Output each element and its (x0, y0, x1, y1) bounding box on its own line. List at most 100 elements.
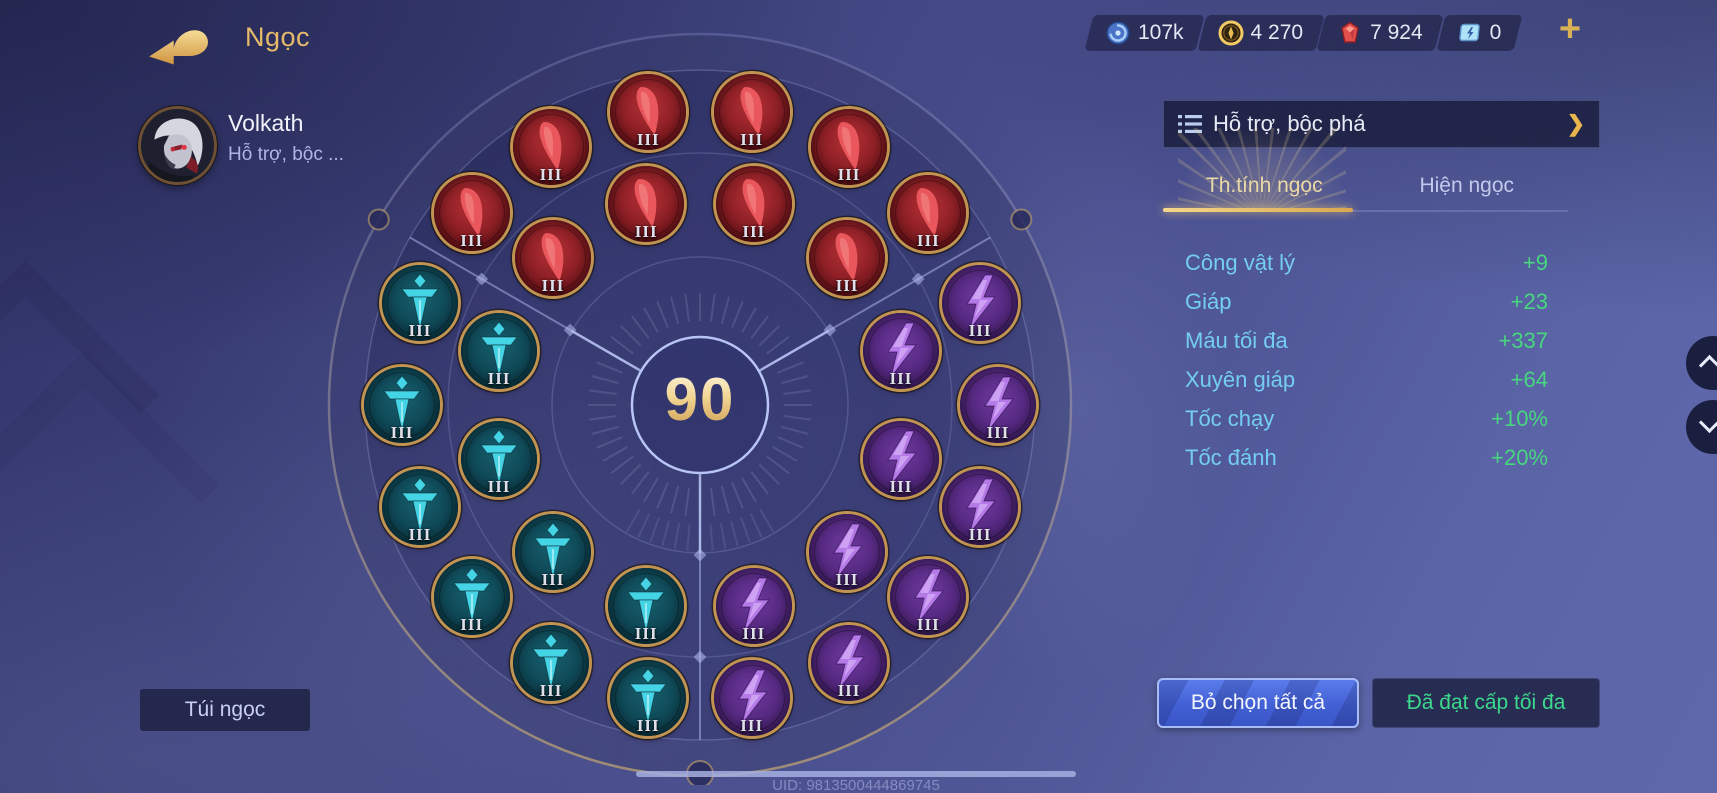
rune-level: III (541, 275, 565, 295)
rune-red[interactable]: III (433, 175, 510, 252)
currency-chip-ticket[interactable]: 0 (1445, 14, 1514, 52)
stat-label: Công vật lý (1185, 249, 1296, 275)
rune-level: III (539, 681, 563, 701)
rune-purple[interactable]: III (715, 567, 792, 644)
rune-red-glyph (541, 232, 564, 281)
currency-chip-gold-coin[interactable]: 4 270 (1206, 14, 1316, 52)
stat-label: Giáp (1185, 288, 1232, 314)
rune-level: III (460, 231, 484, 251)
rune-teal[interactable]: III (610, 660, 687, 737)
rune-purple[interactable]: III (811, 625, 887, 702)
blue-coin-icon (1105, 20, 1131, 46)
stat-value: +64 (1510, 366, 1548, 392)
stat-row: Tốc đánh +20% (1163, 438, 1568, 477)
rune-purple-glyph (833, 523, 864, 579)
stat-row: Giáp +23 (1163, 282, 1568, 321)
rune-purple[interactable]: III (890, 558, 967, 635)
rune-teal[interactable]: III (461, 420, 538, 497)
rune-red[interactable]: III (715, 166, 792, 243)
chevron-up-icon (1698, 354, 1717, 377)
rune-teal-glyph (532, 633, 570, 690)
rune-bag-button[interactable]: Túi ngọc (140, 689, 310, 731)
rune-preset-selector[interactable]: Hỗ trợ, bộc phá ❯ (1163, 100, 1600, 148)
stat-row: Xuyên giáp +64 (1163, 360, 1568, 399)
rune-red[interactable]: III (713, 73, 790, 150)
stat-label: Tốc chạy (1185, 405, 1275, 431)
rune-level: III (986, 423, 1010, 442)
max-level-button[interactable]: Đã đạt cấp tối đa (1372, 678, 1600, 728)
rune-teal[interactable]: III (381, 468, 458, 545)
rune-teal-glyph (629, 668, 668, 725)
rune-teal-glyph (627, 576, 666, 633)
rune-teal[interactable]: III (608, 567, 685, 644)
rune-level: III (889, 369, 913, 389)
currency-value: 7 924 (1370, 21, 1423, 44)
rune-level: III (889, 476, 913, 496)
chevron-right-icon: ❯ (1566, 111, 1585, 136)
currency-chip-red-gem[interactable]: 7 924 (1325, 14, 1435, 52)
rune-purple[interactable]: III (960, 367, 1036, 443)
rune-purple[interactable]: III (942, 468, 1019, 545)
ticket-icon (1457, 20, 1483, 46)
currency-chip-blue-coin[interactable]: 107k (1093, 14, 1196, 52)
deselect-all-button[interactable]: Bỏ chọn tất cả (1157, 678, 1359, 728)
rune-purple-glyph (966, 478, 997, 534)
rune-purple[interactable]: III (713, 660, 790, 737)
rune-teal-glyph (533, 522, 572, 579)
wheel-decor (327, 32, 1073, 785)
rune-red[interactable]: III (809, 219, 886, 296)
rune-teal[interactable]: III (433, 558, 510, 635)
rune-red[interactable]: III (514, 219, 591, 296)
stat-row: Máu tối đa +337 (1163, 321, 1568, 360)
rune-purple[interactable]: III (809, 514, 886, 591)
player-card[interactable]: Volkath Hỗ trợ, bộc ... (136, 100, 416, 190)
rune-level: III (636, 129, 660, 149)
rune-red[interactable]: III (608, 166, 685, 243)
rune-purple-glyph (966, 274, 997, 330)
active-tab-underline (1163, 208, 1353, 212)
rune-red[interactable]: III (610, 73, 687, 150)
tab-current-runes[interactable]: Hiện ngọc (1419, 174, 1515, 197)
rune-purple[interactable]: III (942, 265, 1019, 342)
rune-level: III (487, 369, 511, 389)
rune-purple-glyph (914, 568, 945, 623)
scroll-down-button[interactable] (1686, 400, 1717, 454)
deselect-all-label: Bỏ chọn tất cả (1190, 691, 1326, 714)
rune-teal[interactable]: III (381, 265, 458, 342)
red-gem-icon (1337, 20, 1363, 46)
add-currency-button[interactable]: + (1558, 8, 1582, 50)
currency-bar: 107k 4 270 7 924 0 (1093, 13, 1513, 53)
stat-value: +337 (1498, 327, 1548, 353)
rune-teal[interactable]: III (364, 367, 440, 443)
rune-level: III (487, 476, 511, 496)
back-arrow-icon (149, 30, 208, 65)
page-title: Ngọc (245, 22, 311, 52)
rune-teal[interactable]: III (514, 514, 591, 591)
rune-red[interactable]: III (890, 175, 967, 252)
rune-level: III (742, 222, 766, 242)
rune-purple[interactable]: III (862, 313, 939, 390)
panel-tabs: Th.tính ngọc Hiện ngọc (1163, 168, 1568, 210)
rune-teal[interactable]: III (513, 625, 589, 702)
rune-purple-glyph (737, 669, 768, 725)
volkath-portrait (141, 109, 214, 182)
rune-teal-glyph (480, 429, 519, 485)
tab-rune-attributes[interactable]: Th.tính ngọc (1205, 174, 1323, 197)
rune-purple-glyph (835, 634, 866, 690)
rune-level: III (742, 623, 766, 643)
rune-teal-glyph (480, 321, 519, 378)
rune-red[interactable]: III (513, 108, 589, 185)
stat-label: Xuyên giáp (1185, 366, 1296, 392)
uid-watermark: UID: 9813500444869745 (772, 777, 940, 793)
rune-teal[interactable]: III (461, 313, 538, 390)
rune-level: III (740, 129, 764, 149)
stat-value: +9 (1522, 249, 1548, 275)
rune-teal-glyph (452, 566, 491, 623)
rune-red[interactable]: III (811, 108, 887, 185)
rune-red-glyph (460, 188, 483, 237)
scroll-up-button[interactable] (1686, 336, 1717, 390)
rune-level: III (968, 524, 992, 544)
rune-level: III (968, 321, 992, 341)
back-button[interactable] (146, 16, 210, 65)
rune-purple[interactable]: III (862, 420, 939, 497)
